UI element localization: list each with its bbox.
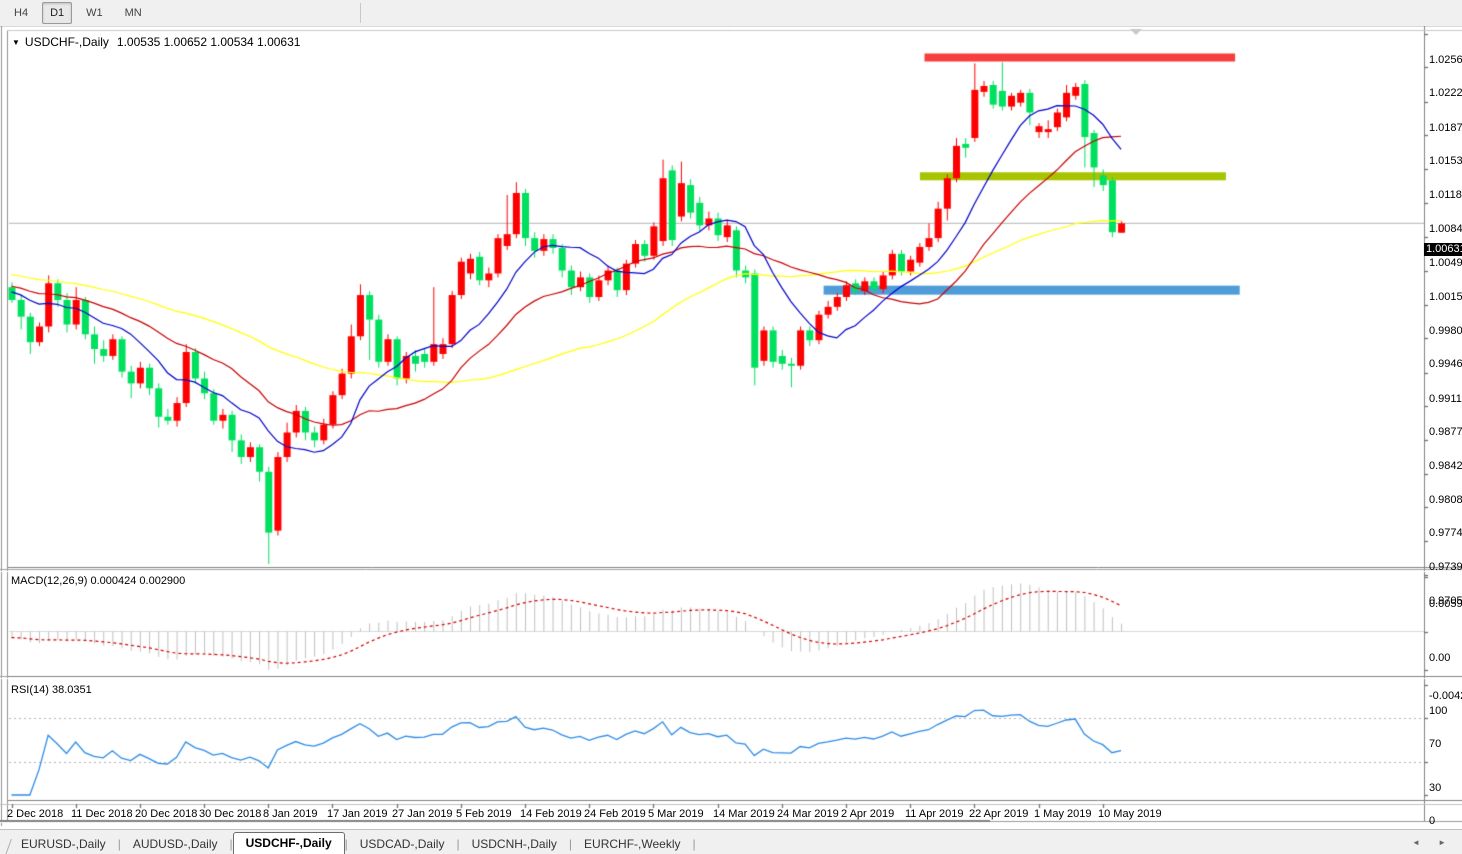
chart-tab-usdchfdaily[interactable]: USDCHF-,Daily [232, 832, 345, 854]
tab-separator: | [344, 837, 348, 851]
rsi-axis-label: 30 [1429, 782, 1442, 794]
rsi-axis-label: 0 [1429, 815, 1436, 827]
date-axis-label: 5 Mar 2019 [648, 808, 704, 820]
date-axis-label: 2 Dec 2018 [7, 808, 64, 820]
ohlc-values: 1.00535 1.00652 1.00534 1.00631 [116, 35, 301, 49]
chart-tab-eurchfweekly[interactable]: EURCHF-,Weekly [584, 837, 681, 851]
date-axis-label: 24 Mar 2019 [777, 808, 839, 820]
chart-tab-usdcaddaily[interactable]: USDCAD-,Daily [359, 837, 445, 851]
date-axis-label: 17 Jan 2019 [327, 808, 388, 820]
price-axis-label: 1.00490 [1429, 257, 1462, 269]
timeframe-button-d1[interactable]: D1 [42, 2, 73, 24]
symbol-name: USDCHF-,Daily [24, 35, 109, 49]
date-axis-label: 30 Dec 2018 [199, 808, 262, 820]
price-axis-label: 1.01870 [1429, 122, 1462, 134]
date-axis-label: 11 Apr 2019 [905, 808, 964, 820]
timeframe-toolbar: H4 D1 W1 MN [0, 0, 1462, 27]
timeframe-button-w1[interactable]: W1 [86, 7, 103, 19]
price-axis-label: 1.00840 [1429, 223, 1462, 235]
date-axis-label: 8 Jan 2019 [263, 808, 318, 820]
price-axis-label: 1.02220 [1429, 87, 1462, 99]
macd-axis-label: 0.00 [1429, 652, 1451, 664]
tab-scroll-arrows[interactable]: ◄ ► [1411, 838, 1454, 847]
date-axis-label: 24 Feb 2019 [584, 808, 646, 820]
tab-separator: | [692, 837, 696, 851]
date-axis-label: 10 May 2019 [1098, 808, 1162, 820]
chart-window: ▼ USDCHF-,Daily 1.00535 1.00652 1.00534 1.… [0, 26, 1462, 829]
date-axis-label: 11 Dec 2018 [71, 808, 133, 820]
current-price-badge: 1.00631 [1424, 243, 1462, 256]
symbol-dropdown-icon[interactable]: ▼ [12, 38, 20, 47]
date-axis-label: 20 Dec 2018 [135, 808, 198, 820]
timeframe-button-h4[interactable]: H4 [14, 7, 29, 19]
date-axis-label: 2 Apr 2019 [841, 808, 895, 820]
timeframe-button-mn[interactable]: MN [124, 7, 142, 19]
price-axis-label: 1.02560 [1429, 54, 1462, 66]
chart-tab-usdcnhdaily[interactable]: USDCNH-,Daily [471, 837, 557, 851]
date-axis-label: 14 Feb 2019 [520, 808, 582, 820]
chart-title: ▼ USDCHF-,Daily 1.00535 1.00652 1.00534 1.… [12, 35, 300, 49]
price-axis-label: 1.01530 [1429, 155, 1462, 167]
tab-separator: | [229, 837, 233, 851]
macd-axis-label: -0.00424 [1429, 690, 1462, 702]
chart-tab-eurusddaily[interactable]: EURUSD-,Daily [21, 837, 106, 851]
rsi-axis-label: 100 [1429, 705, 1448, 717]
date-axis-label: 14 Mar 2019 [713, 808, 775, 820]
date-axis-label: 22 Apr 2019 [969, 808, 1029, 820]
date-axis-label: 27 Jan 2019 [392, 808, 453, 820]
tab-separator: | [117, 837, 121, 851]
chart-tab-bar: EURUSD-,Daily | AUDUSD-,Daily | USDCHF-,Dail… [0, 829, 1462, 854]
price-axis-label: 1.01180 [1429, 189, 1462, 201]
macd-axis-label: 0.00597 [1429, 598, 1462, 610]
macd-indicator-label: MACD(12,26,9) 0.000424 0.002900 [11, 575, 186, 587]
toolbar-separator [359, 3, 361, 23]
chart-tab-audusddaily[interactable]: AUDUSD-,Daily [132, 837, 218, 851]
tab-separator: | [456, 837, 460, 851]
date-axis-label: 1 May 2019 [1034, 808, 1092, 820]
date-axis-label: 5 Feb 2019 [456, 808, 512, 820]
price-chart-canvas[interactable] [0, 26, 1462, 829]
tab-separator: | [568, 837, 573, 851]
rsi-axis-label: 70 [1429, 738, 1442, 750]
rsi-indicator-label: RSI(14) 38.0351 [11, 684, 92, 696]
